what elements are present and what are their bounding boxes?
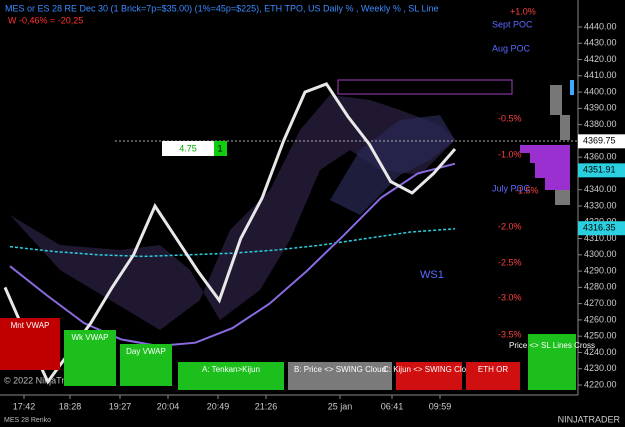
- y-tick-label: 4330.00: [584, 200, 617, 210]
- x-tick-label: 18:28: [59, 401, 82, 411]
- toolbar-button[interactable]: Price <> SL Lines Cross: [509, 334, 595, 390]
- percent-level: +1.0%: [510, 6, 536, 16]
- y-tick-label: 4430.00: [584, 38, 617, 48]
- x-tick-label: 25 jan: [328, 401, 353, 411]
- x-tick-label: 21:26: [255, 401, 278, 411]
- button-face: [528, 334, 576, 390]
- y-tick-label: 4360.00: [584, 152, 617, 162]
- brand: NINJATRADER: [558, 414, 621, 424]
- header-title: MES or ES 28 RE Dec 30 (1 Brick=7p=$35.0…: [5, 3, 439, 13]
- price-marker-label: 4351.91: [583, 165, 616, 175]
- y-tick-label: 4390.00: [584, 103, 617, 113]
- y-tick-label: 4380.00: [584, 119, 617, 129]
- price-marker: [578, 163, 625, 178]
- toolbar-button[interactable]: B: Price <> SWING Cloud: [288, 362, 392, 390]
- button-label: Mnt VWAP: [11, 321, 50, 330]
- vwap-week-line: [9, 228, 456, 258]
- y-tick-label: 4440.00: [584, 21, 617, 31]
- volume-profile: [520, 80, 574, 205]
- y-tick-label: 4400.00: [584, 86, 617, 96]
- x-tick-label: 06:41: [381, 401, 404, 411]
- vwap-month-line: [9, 162, 456, 347]
- y-tick-label: 4220.00: [584, 379, 617, 389]
- button-face: [0, 318, 60, 370]
- y-tick-label: 4420.00: [584, 54, 617, 64]
- poc-label: Aug POC: [492, 43, 531, 53]
- price-marker: [578, 221, 625, 236]
- price-marker-label: 4316.35: [583, 223, 616, 233]
- percent-level: -3.5%: [498, 329, 522, 339]
- percent-level: -0.5%: [498, 113, 522, 123]
- percent-level: -1.5%: [515, 185, 539, 195]
- button-face: [396, 362, 462, 390]
- y-tick-label: 4300.00: [584, 249, 617, 259]
- percent-level: -2.5%: [498, 257, 522, 267]
- y-tick-label: 4250.00: [584, 331, 617, 341]
- button-label: ETH OR: [478, 365, 508, 374]
- y-tick-label: 4280.00: [584, 282, 617, 292]
- button-label: C: Kijun <> SWING Cloud: [383, 365, 475, 374]
- button-face: [120, 344, 172, 386]
- button-label: B: Price <> SWING Cloud: [294, 365, 386, 374]
- y-tick-label: 4230.00: [584, 363, 617, 373]
- y-tick-label: 4310.00: [584, 233, 617, 243]
- toolbar-button[interactable]: A: Tenkan>Kijun: [178, 362, 284, 390]
- x-tick-label: 20:49: [207, 401, 230, 411]
- y-tick-label: 4410.00: [584, 70, 617, 80]
- x-tick-label: 20:04: [157, 401, 180, 411]
- toolbar-button[interactable]: C: Kijun <> SWING Cloud: [383, 362, 475, 390]
- poc-zone: [337, 79, 513, 95]
- y-tick-label: 4340.00: [584, 184, 617, 194]
- poc-label: Sept POC: [492, 19, 533, 29]
- x-tick-label: 09:59: [429, 401, 452, 411]
- button-face: [178, 362, 284, 390]
- toolbar-button[interactable]: Day VWAP: [120, 344, 172, 386]
- toolbar-button[interactable]: ETH OR: [466, 362, 520, 390]
- button-label: A: Tenkan>Kijun: [202, 365, 260, 374]
- poc-label: July POC: [492, 183, 531, 193]
- y-tick-label: 4290.00: [584, 265, 617, 275]
- button-face: [64, 330, 116, 386]
- button-label: Price <> SL Lines Cross: [509, 341, 595, 350]
- signal-value: 4.75: [179, 143, 197, 153]
- weekly-change: W -0,46% = -20,25: [8, 15, 83, 25]
- signal-box: [162, 141, 214, 156]
- poc-label: WS1: [420, 269, 444, 281]
- y-tick-label: 4260.00: [584, 314, 617, 324]
- signal-count-box: [214, 141, 227, 156]
- button-label: Wk VWAP: [71, 333, 108, 342]
- percent-level: -3.0%: [498, 292, 522, 302]
- percent-level: -2.0%: [498, 221, 522, 231]
- toolbar-button[interactable]: Wk VWAP: [64, 330, 116, 386]
- button-label: Day VWAP: [126, 347, 166, 356]
- percent-level: -1.0%: [498, 149, 522, 159]
- button-face: [466, 362, 520, 390]
- y-tick-label: 4240.00: [584, 347, 617, 357]
- copyright: © 2022 NinjaTrader, LLC: [4, 375, 104, 385]
- ichimoku-cloud: [330, 115, 455, 215]
- y-tick-label: 4270.00: [584, 298, 617, 308]
- price-marker-label: 4369.75: [583, 136, 616, 146]
- instrument: MES 28 Renko: [4, 417, 51, 424]
- signal-count: 1: [217, 143, 222, 153]
- x-tick-label: 17:42: [13, 401, 36, 411]
- x-tick-label: 19:27: [109, 401, 132, 411]
- toolbar-button[interactable]: Mnt VWAP: [0, 318, 60, 370]
- price-marker: [578, 134, 625, 149]
- button-face: [288, 362, 392, 390]
